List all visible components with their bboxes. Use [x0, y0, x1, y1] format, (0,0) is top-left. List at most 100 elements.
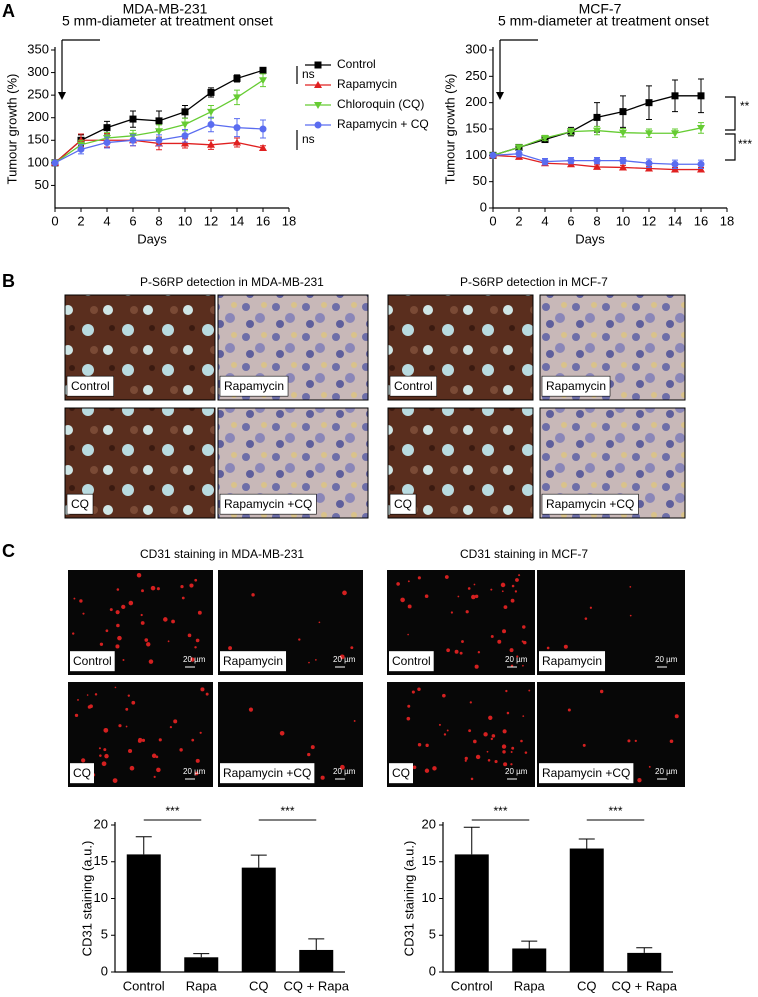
point — [619, 129, 627, 137]
stain — [520, 739, 523, 743]
point — [593, 127, 601, 135]
error-bar — [308, 938, 325, 950]
stain — [432, 766, 437, 771]
stain — [522, 715, 525, 717]
images — [64, 294, 686, 787]
y-tick-label: 300 — [465, 41, 487, 56]
stain — [339, 654, 345, 660]
y-tick-label: 15 — [94, 853, 108, 868]
stain — [483, 732, 488, 737]
point — [593, 162, 601, 170]
stain — [98, 747, 101, 750]
image-label: Control — [71, 379, 110, 393]
annotation: *** — [738, 137, 752, 151]
stain — [129, 765, 135, 771]
stain — [407, 580, 410, 583]
stain — [629, 614, 632, 617]
stain — [491, 734, 496, 738]
x-tick-label: Control — [451, 978, 493, 993]
point — [181, 132, 189, 140]
x-tick-label: 4 — [103, 213, 110, 228]
stain — [582, 743, 586, 747]
legend-label: Rapamycin + CQ — [337, 117, 429, 131]
point — [129, 136, 137, 144]
legend-marker — [314, 121, 322, 129]
stain — [86, 694, 89, 696]
image-label: Rapamycin +CQ — [223, 766, 311, 780]
y-tick-label: 50 — [473, 173, 487, 188]
stain — [187, 633, 192, 638]
y-tick-label: 20 — [94, 816, 108, 831]
stain — [350, 646, 354, 650]
bar — [512, 948, 547, 972]
stain — [502, 629, 507, 634]
point — [207, 140, 215, 148]
stain — [477, 651, 481, 654]
stain — [103, 727, 109, 733]
y-tick-label: 15 — [422, 853, 436, 868]
sig-bracket — [725, 96, 736, 161]
stain — [443, 733, 447, 736]
point — [645, 164, 653, 172]
stain — [169, 726, 173, 729]
stain — [128, 600, 134, 606]
label-box — [389, 651, 434, 672]
panel-label: B — [2, 271, 15, 291]
point — [697, 165, 705, 173]
stain — [637, 778, 642, 783]
chart-title: MCF-7 — [579, 1, 622, 17]
stain — [180, 585, 184, 589]
legend-marker — [314, 102, 322, 109]
stain — [116, 588, 120, 591]
x-tick-label: 16 — [256, 213, 270, 228]
point — [541, 158, 549, 166]
error-bar — [578, 838, 595, 849]
stain — [195, 638, 200, 643]
y-tick-label: 100 — [27, 154, 49, 169]
label-box — [219, 493, 317, 515]
y-tick-label: 10 — [94, 890, 108, 905]
image-label: Rapamycin — [546, 379, 606, 393]
stain — [474, 594, 479, 599]
panel-label: C — [2, 541, 15, 561]
x-tick-label: 0 — [51, 213, 58, 228]
point — [593, 113, 601, 121]
point — [645, 159, 653, 167]
stain — [116, 623, 120, 628]
micrograph — [64, 294, 216, 401]
point — [103, 139, 111, 147]
stain — [424, 768, 430, 773]
y-tick-label: 150 — [465, 120, 487, 135]
point — [645, 130, 653, 138]
stain — [490, 737, 494, 741]
point — [103, 124, 111, 132]
label-box — [219, 375, 289, 397]
x-tick-label: 12 — [204, 213, 218, 228]
stain — [179, 748, 183, 752]
label-box — [70, 763, 94, 784]
y-axis-label: Tumour growth (%) — [4, 74, 19, 185]
x-tick-label: 6 — [567, 213, 574, 228]
annotation: 5 mm-diameter at treatment onset — [498, 13, 709, 29]
stain — [320, 775, 325, 780]
point — [619, 157, 627, 165]
x-axis-label: Days — [137, 231, 167, 246]
x-tick-label: 6 — [129, 213, 136, 228]
stain — [72, 632, 75, 635]
stain — [115, 610, 120, 615]
label-box — [541, 375, 611, 397]
stain — [396, 582, 400, 586]
stain — [104, 753, 109, 759]
stain — [446, 729, 449, 732]
stain — [199, 731, 202, 734]
error-bar — [463, 826, 480, 855]
stain — [79, 599, 83, 603]
stain — [459, 651, 463, 655]
x-tick-label: CQ — [577, 978, 597, 993]
stain — [128, 748, 133, 754]
point — [181, 121, 189, 129]
annotation: *** — [165, 804, 179, 818]
stain — [151, 753, 157, 759]
panel-title: P-S6RP detection in MCF-7 — [460, 275, 608, 289]
stain — [412, 765, 417, 770]
